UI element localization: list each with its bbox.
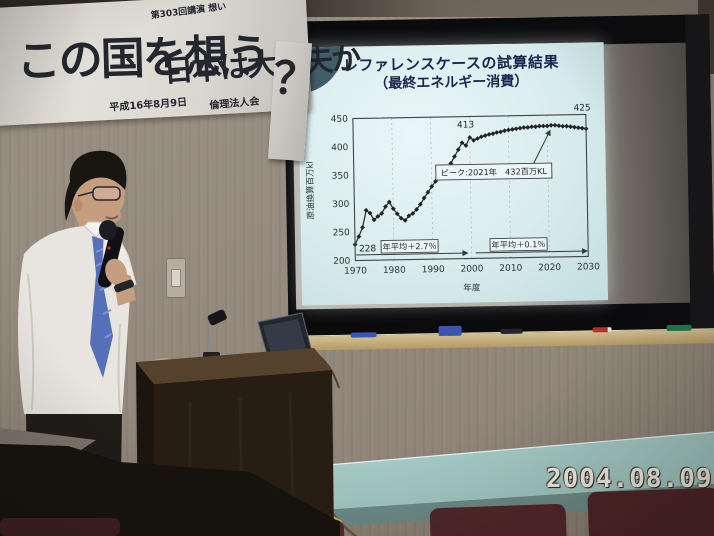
green-marker — [666, 324, 692, 332]
light-switch-plate — [171, 269, 181, 287]
banner-question-mark: ？ — [271, 52, 320, 107]
avg-right-box — [489, 237, 548, 252]
glasses — [92, 186, 121, 201]
projected-slide: レファレンスケースの試算結果 （最終エネルギー消費） 1970 1980 1990 2… — [297, 42, 609, 306]
svg-text:2010: 2010 — [499, 264, 522, 274]
svg-text:250: 250 — [333, 228, 351, 238]
presenter-ear — [73, 198, 83, 212]
red-marker — [592, 327, 612, 333]
chart-plot-area: 1970 1980 1990 2000 2010 2020 2030 200 250 300 350… — [331, 115, 601, 277]
microphone-windscreen — [99, 220, 117, 240]
wristwatch — [114, 279, 134, 293]
shirt-shading — [27, 273, 121, 413]
microphone-led — [107, 246, 111, 250]
peak-box — [435, 162, 553, 181]
chair-back-far-left — [0, 518, 120, 536]
tie-pattern — [95, 247, 112, 339]
svg-text:1980: 1980 — [383, 266, 406, 276]
blue-eraser — [438, 325, 462, 337]
svg-text:200: 200 — [333, 257, 351, 267]
svg-text:1990: 1990 — [422, 265, 445, 275]
peak-arrow — [533, 129, 551, 164]
svg-text:2030: 2030 — [577, 262, 600, 272]
svg-text:450: 450 — [331, 115, 349, 125]
period-arrow-left — [356, 250, 469, 257]
marker-tray — [288, 324, 714, 351]
podium-microphone — [207, 309, 227, 326]
black-marker — [500, 328, 523, 334]
tie — [90, 236, 113, 378]
svg-text:2000: 2000 — [460, 264, 483, 274]
energy-line-chart: 1970 1980 1990 2000 2010 2020 2030 200 250 300 350… — [305, 103, 601, 293]
podium-top — [136, 348, 332, 384]
blackboard-and-screen: レファレンスケースの試算結果 （最終エネルギー消費） 1970 1980 1990 2… — [283, 10, 714, 353]
glasses-temple — [77, 191, 94, 197]
avg-left-label: 年平均＋2.7％ — [383, 241, 437, 252]
avg-right-label: 年平均＋0.1％ — [492, 239, 546, 250]
board-frame — [685, 14, 714, 331]
banner-small-top-text: 第303回講演 想い — [150, 2, 227, 22]
x-axis-label: 年度 — [463, 282, 481, 293]
presenter-mouth — [105, 215, 119, 220]
y-axis-label: 原油換算百万kl — [305, 161, 317, 219]
svg-text:400: 400 — [331, 143, 349, 153]
svg-text:300: 300 — [332, 200, 350, 210]
annotation-413: 413 — [457, 120, 474, 130]
presenter-hand — [105, 258, 127, 286]
avg-left-box — [380, 239, 439, 254]
chair-back-middle — [429, 503, 567, 536]
banner-signature-text: 倫理法人会 — [209, 96, 260, 112]
peak-label: ピーク:2021年 432百万KL — [441, 166, 548, 178]
date-stamp: 2004.08.09 — [546, 464, 713, 494]
foreground-shadow — [0, 444, 340, 536]
plot-frame — [352, 113, 589, 262]
chair-back-right — [587, 487, 714, 536]
banner-date-text: 平成16年8月9日 — [109, 97, 188, 114]
presenter-hair — [64, 150, 127, 221]
foreground — [0, 428, 340, 536]
svg-text:350: 350 — [332, 171, 350, 181]
blue-marker — [350, 332, 377, 338]
annotation-228: 228 — [359, 244, 377, 254]
light-switch — [166, 258, 186, 298]
audience-furniture — [196, 431, 714, 536]
svg-text:1970: 1970 — [344, 266, 367, 276]
calligraphy-banner: 第303回講演 想い この国を想う 日本は大丈夫か 平成16年8月9日 倫理法人… — [0, 0, 360, 126]
table-top — [246, 432, 714, 514]
microphone — [97, 226, 125, 288]
annotation-425: 425 — [573, 103, 590, 113]
period-arrow-right — [475, 248, 588, 255]
svg-text:2020: 2020 — [538, 263, 561, 273]
